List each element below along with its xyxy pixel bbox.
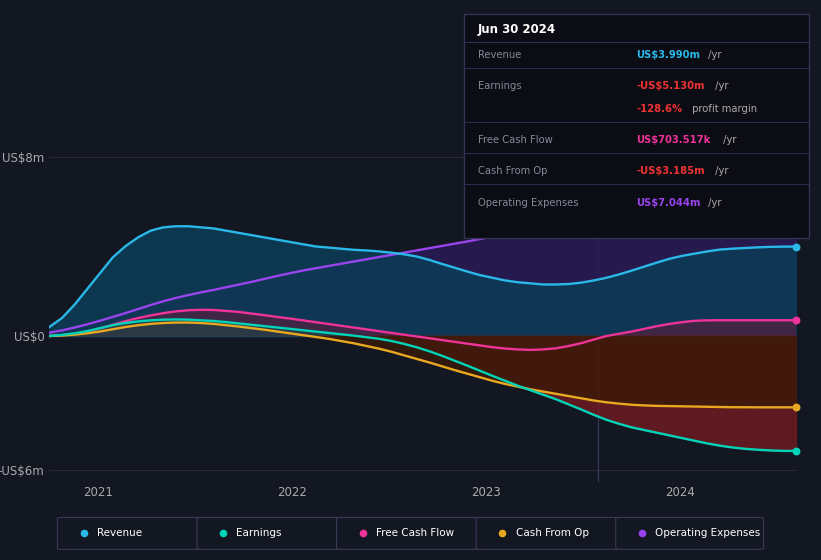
Text: -US$3.185m: -US$3.185m bbox=[636, 166, 705, 176]
Text: /yr: /yr bbox=[712, 166, 728, 176]
Point bbox=[790, 242, 803, 251]
FancyBboxPatch shape bbox=[197, 517, 345, 549]
Text: US$7.044m: US$7.044m bbox=[636, 198, 701, 208]
Text: US$3.990m: US$3.990m bbox=[636, 50, 700, 60]
Text: US$703.517k: US$703.517k bbox=[636, 135, 711, 145]
Text: /yr: /yr bbox=[720, 135, 736, 145]
FancyBboxPatch shape bbox=[476, 517, 624, 549]
Text: -128.6%: -128.6% bbox=[636, 104, 682, 114]
Text: Free Cash Flow: Free Cash Flow bbox=[478, 135, 553, 145]
Point bbox=[217, 529, 230, 538]
Point bbox=[635, 529, 649, 538]
Text: Revenue: Revenue bbox=[478, 50, 521, 60]
Point bbox=[790, 316, 803, 325]
Text: Cash From Op: Cash From Op bbox=[478, 166, 547, 176]
Text: /yr: /yr bbox=[712, 81, 728, 91]
Text: /yr: /yr bbox=[704, 50, 721, 60]
FancyBboxPatch shape bbox=[57, 517, 205, 549]
Point bbox=[790, 446, 803, 455]
Text: Free Cash Flow: Free Cash Flow bbox=[376, 529, 454, 538]
Point bbox=[356, 529, 369, 538]
Text: /yr: /yr bbox=[704, 198, 721, 208]
FancyBboxPatch shape bbox=[616, 517, 764, 549]
Text: Jun 30 2024: Jun 30 2024 bbox=[478, 23, 556, 36]
Point bbox=[77, 529, 90, 538]
Text: profit margin: profit margin bbox=[690, 104, 758, 114]
FancyBboxPatch shape bbox=[337, 517, 484, 549]
FancyBboxPatch shape bbox=[464, 14, 809, 238]
Text: Operating Expenses: Operating Expenses bbox=[655, 529, 760, 538]
Text: Earnings: Earnings bbox=[478, 81, 521, 91]
Text: -US$5.130m: -US$5.130m bbox=[636, 81, 704, 91]
Text: Cash From Op: Cash From Op bbox=[516, 529, 589, 538]
Point bbox=[790, 174, 803, 183]
Text: Earnings: Earnings bbox=[236, 529, 282, 538]
Point bbox=[790, 403, 803, 412]
Point bbox=[496, 529, 509, 538]
Text: Revenue: Revenue bbox=[97, 529, 142, 538]
Text: Operating Expenses: Operating Expenses bbox=[478, 198, 578, 208]
